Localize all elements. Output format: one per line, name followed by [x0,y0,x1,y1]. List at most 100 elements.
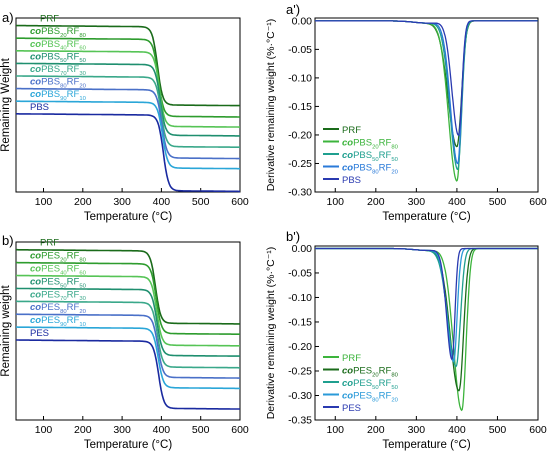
y-axis-label: Remaining Weight [0,57,12,152]
x-tick-label: 300 [408,196,426,208]
y-tick-label: 0.00 [292,15,313,27]
legend-label: PRF [342,353,361,364]
series-line [16,339,240,410]
y-tick-label: -0.10 [288,292,312,304]
plot-frame [314,245,539,421]
series-line [16,326,240,390]
series-line [315,247,538,368]
series-line [16,37,240,118]
series-label: PES [30,328,49,339]
legend-label: coPES50RF50 [342,378,399,391]
x-tick-label: 600 [231,424,249,436]
series-label: coPBS90RF10 [30,89,87,102]
x-tick-label: 500 [192,196,210,208]
panel-label: b) [2,233,14,248]
chart-panel-3: b) 100 200 300 400 500 600 Temperature (°C) Rema… [0,233,249,451]
x-tick-label: 100 [35,424,53,436]
x-tick-label: 200 [367,196,385,208]
x-tick-label: 600 [529,424,547,436]
series-label: PRF [40,238,59,249]
series-label: coPBS40RF60 [30,39,87,52]
legend-label: coPES80RF20 [342,391,399,404]
series-line [16,24,240,107]
x-tick-label: 200 [74,196,92,208]
legend-label: coPES20RF80 [342,366,399,379]
y-tick-label: -0.25 [288,365,312,377]
y-tick-label: -0.30 [288,390,312,402]
x-tick-label: 300 [408,424,426,436]
x-axis-label: Temperature (°C) [84,439,172,451]
series-line [16,75,240,148]
x-tick-label: 400 [153,424,171,436]
series-line [16,49,240,128]
y-tick-label: -0.05 [288,267,312,279]
x-tick-label: 400 [448,424,466,436]
x-tick-label: 500 [192,424,210,436]
chart-panel-1: a) 100 200 300 400 500 600 Temperature (°C) Rema… [0,10,249,223]
series-line [16,100,240,170]
y-tick-label: -0.30 [288,187,312,199]
series-line [16,248,240,325]
x-tick-label: 300 [113,196,131,208]
x-axis-label: Temperature (°C) [382,211,470,223]
chart-panel-2: a') 100 200 300 400 500 600 Temperature (°C) Der… [265,2,547,223]
series-line [315,20,538,137]
y-tick-label: -0.20 [288,341,312,353]
panel-label: b') [286,229,300,244]
x-axis-label: Temperature (°C) [84,211,172,223]
series-label: coPES20RF80 [30,251,87,264]
x-tick-label: 600 [529,196,547,208]
y-tick-label: -0.35 [288,415,312,427]
y-axis-label: Remaining weight [0,284,12,376]
plot-frame [314,17,539,193]
x-tick-label: 400 [153,196,171,208]
series-label: coPBS70RF30 [30,64,87,77]
panel-label: a) [2,10,14,25]
series-label: coPBS50RF50 [30,51,87,64]
y-tick-label: 0.00 [292,243,313,255]
series-line [16,274,240,347]
series-line [16,261,240,336]
x-tick-label: 300 [113,424,131,436]
y-tick-label: -0.25 [288,158,312,170]
y-axis-label: Derivative remaining weight (%·°C⁻¹) [265,19,277,192]
series-line [16,287,241,357]
legend-label: PES [342,403,361,414]
y-tick-label: -0.10 [288,72,312,84]
x-tick-label: 100 [327,196,345,208]
series-label: coPES50RF50 [30,276,87,289]
chart-panel-4: b') 100 200 300 400 500 600 Temperature (°C) Der… [265,229,547,451]
legend-label: coPBS50RF50 [342,150,399,163]
series-label: PRF [40,14,59,25]
series-line [16,113,240,193]
y-tick-label: -0.20 [288,129,312,141]
x-tick-label: 500 [489,424,507,436]
series-label: coPES70RF30 [30,289,87,302]
y-tick-label: -0.15 [288,101,312,113]
x-tick-label: 200 [367,424,385,436]
legend-label: coPBS20RF80 [342,138,399,151]
legend-label: PBS [342,175,361,186]
panel-label: a') [286,2,300,17]
x-tick-label: 500 [489,196,507,208]
x-axis-label: Temperature (°C) [382,439,470,451]
series-line [16,313,240,379]
series-label: coPBS20RF80 [30,26,87,39]
y-axis-label: Derivative remaining weight (%·°C⁻¹) [265,247,277,420]
y-tick-label: -0.15 [288,316,312,328]
x-tick-label: 400 [448,196,466,208]
series-label: coPBS80RF20 [30,77,87,90]
series-line [16,87,240,160]
series-line [315,247,538,363]
legend-label: coPBS80RF20 [342,163,399,176]
plot-frame [15,241,241,421]
x-tick-label: 200 [74,424,92,436]
x-tick-label: 100 [327,424,345,436]
x-tick-label: 100 [35,196,53,208]
legend-label: PRF [342,125,361,136]
series-line [315,247,538,361]
series-label: coPES40RF60 [30,264,87,277]
